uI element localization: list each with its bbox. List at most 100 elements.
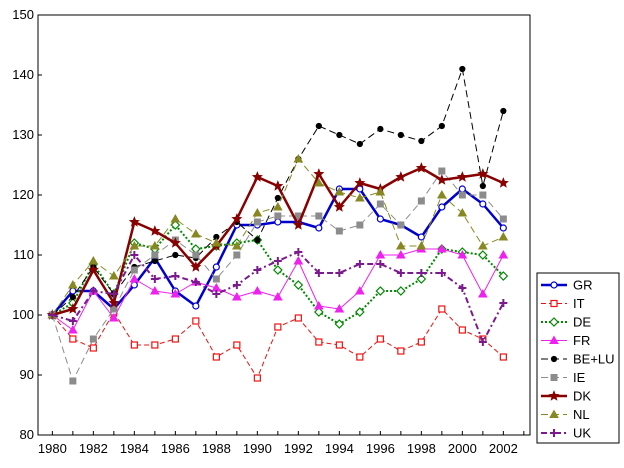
data-point-gr — [479, 200, 487, 208]
data-point-uk — [130, 251, 139, 259]
legend-marker-ie — [550, 374, 558, 381]
data-point-fr — [293, 255, 304, 265]
x-tick-label: 1984 — [120, 441, 149, 456]
data-point-nl — [211, 237, 222, 247]
data-point-it — [274, 323, 282, 331]
legend-label-gr: GR — [573, 278, 593, 293]
y-tick-label: 90 — [20, 367, 34, 382]
data-point-uk — [376, 260, 385, 268]
data-point-fr — [334, 303, 345, 313]
data-point-dk — [251, 171, 263, 182]
data-point-ie — [110, 305, 118, 313]
data-point-it — [89, 344, 97, 352]
legend-marker-fr — [549, 335, 559, 344]
data-point-fr — [129, 273, 140, 283]
data-point-be-lu — [274, 194, 281, 202]
data-point-nl — [375, 186, 386, 196]
legend-label-de: DE — [573, 315, 591, 330]
data-point-fr — [457, 249, 468, 259]
legend-marker-dk — [548, 390, 560, 401]
data-point-be-lu — [438, 122, 445, 130]
data-point-ie — [253, 218, 261, 226]
data-point-fr — [354, 285, 365, 295]
series-uk — [48, 248, 508, 346]
data-point-fr — [272, 291, 283, 301]
legend-marker-de — [549, 317, 559, 327]
data-point-uk — [253, 266, 262, 274]
series-line-ie — [51, 170, 504, 382]
y-tick-label: 140 — [12, 67, 34, 82]
data-point-it — [376, 335, 384, 343]
data-point-nl — [313, 177, 324, 187]
data-point-ie — [151, 251, 159, 259]
data-point-ie — [417, 197, 425, 205]
data-point-nl — [457, 207, 468, 217]
data-point-be-lu — [315, 122, 322, 130]
data-point-ie — [315, 212, 323, 220]
data-point-fr — [477, 288, 488, 298]
legend-label-it: IT — [573, 296, 585, 311]
data-point-fr — [375, 249, 386, 259]
data-point-nl — [498, 231, 509, 241]
legend-marker-gr — [550, 281, 558, 289]
data-point-fr — [67, 324, 78, 334]
data-point-uk — [499, 299, 508, 307]
x-tick-label: 1982 — [79, 441, 108, 456]
x-tick-label: 1980 — [38, 441, 67, 456]
data-point-it — [499, 353, 507, 361]
data-point-dk — [415, 162, 427, 173]
data-point-nl — [88, 255, 99, 265]
data-point-fr — [436, 243, 447, 253]
data-point-it — [130, 341, 138, 349]
legend: GR IT DE FR BE+LU IE DK NL UK — [536, 272, 620, 444]
data-point-dk — [354, 177, 366, 188]
data-point-de — [478, 250, 488, 260]
data-point-fr — [313, 300, 324, 310]
data-point-fr — [108, 312, 119, 322]
legend-marker-be-lu — [550, 355, 558, 363]
data-point-fr — [149, 285, 160, 295]
data-point-uk — [150, 275, 159, 283]
data-point-nl — [129, 240, 140, 250]
data-point-uk — [458, 284, 467, 292]
x-axis-ticks: 1980 1982 1984 1986 1988 1990 1992 1994 1996 1998… — [38, 431, 525, 456]
legend-label-uk: UK — [573, 426, 591, 441]
data-point-be-lu — [500, 107, 507, 115]
data-point-de — [273, 265, 283, 275]
data-point-uk — [171, 272, 180, 280]
data-point-uk — [294, 248, 303, 256]
data-point-be-lu — [69, 293, 76, 301]
data-point-uk — [437, 269, 446, 277]
data-point-it — [315, 338, 323, 346]
plot-area-background — [38, 15, 530, 435]
data-point-gr — [458, 185, 466, 193]
data-point-de — [314, 307, 324, 317]
data-point-it — [151, 341, 159, 349]
data-point-be-lu — [151, 257, 158, 265]
data-point-dk — [436, 174, 448, 185]
data-point-nl — [416, 240, 427, 250]
data-point-ie — [335, 227, 343, 235]
data-point-ie — [130, 266, 138, 274]
y-tick-label: 120 — [12, 187, 34, 202]
data-point-ie — [192, 251, 200, 259]
data-point-it — [438, 305, 446, 313]
data-point-de — [498, 271, 509, 281]
data-point-ie — [69, 377, 77, 385]
data-point-de — [293, 280, 304, 290]
data-point-uk — [109, 290, 118, 298]
data-point-de — [416, 274, 427, 284]
data-point-fr — [395, 249, 406, 259]
data-point-it — [397, 347, 405, 355]
data-point-gr — [417, 233, 425, 241]
data-point-dk — [333, 201, 345, 212]
data-point-dk — [169, 237, 181, 248]
data-point-gr — [438, 203, 446, 211]
data-point-it — [69, 335, 77, 343]
data-point-nl — [436, 189, 447, 199]
data-point-uk — [417, 269, 426, 277]
data-point-nl — [108, 270, 119, 280]
data-point-dk — [190, 261, 202, 272]
y-tick-label: 80 — [20, 427, 34, 442]
data-point-it — [335, 341, 343, 349]
